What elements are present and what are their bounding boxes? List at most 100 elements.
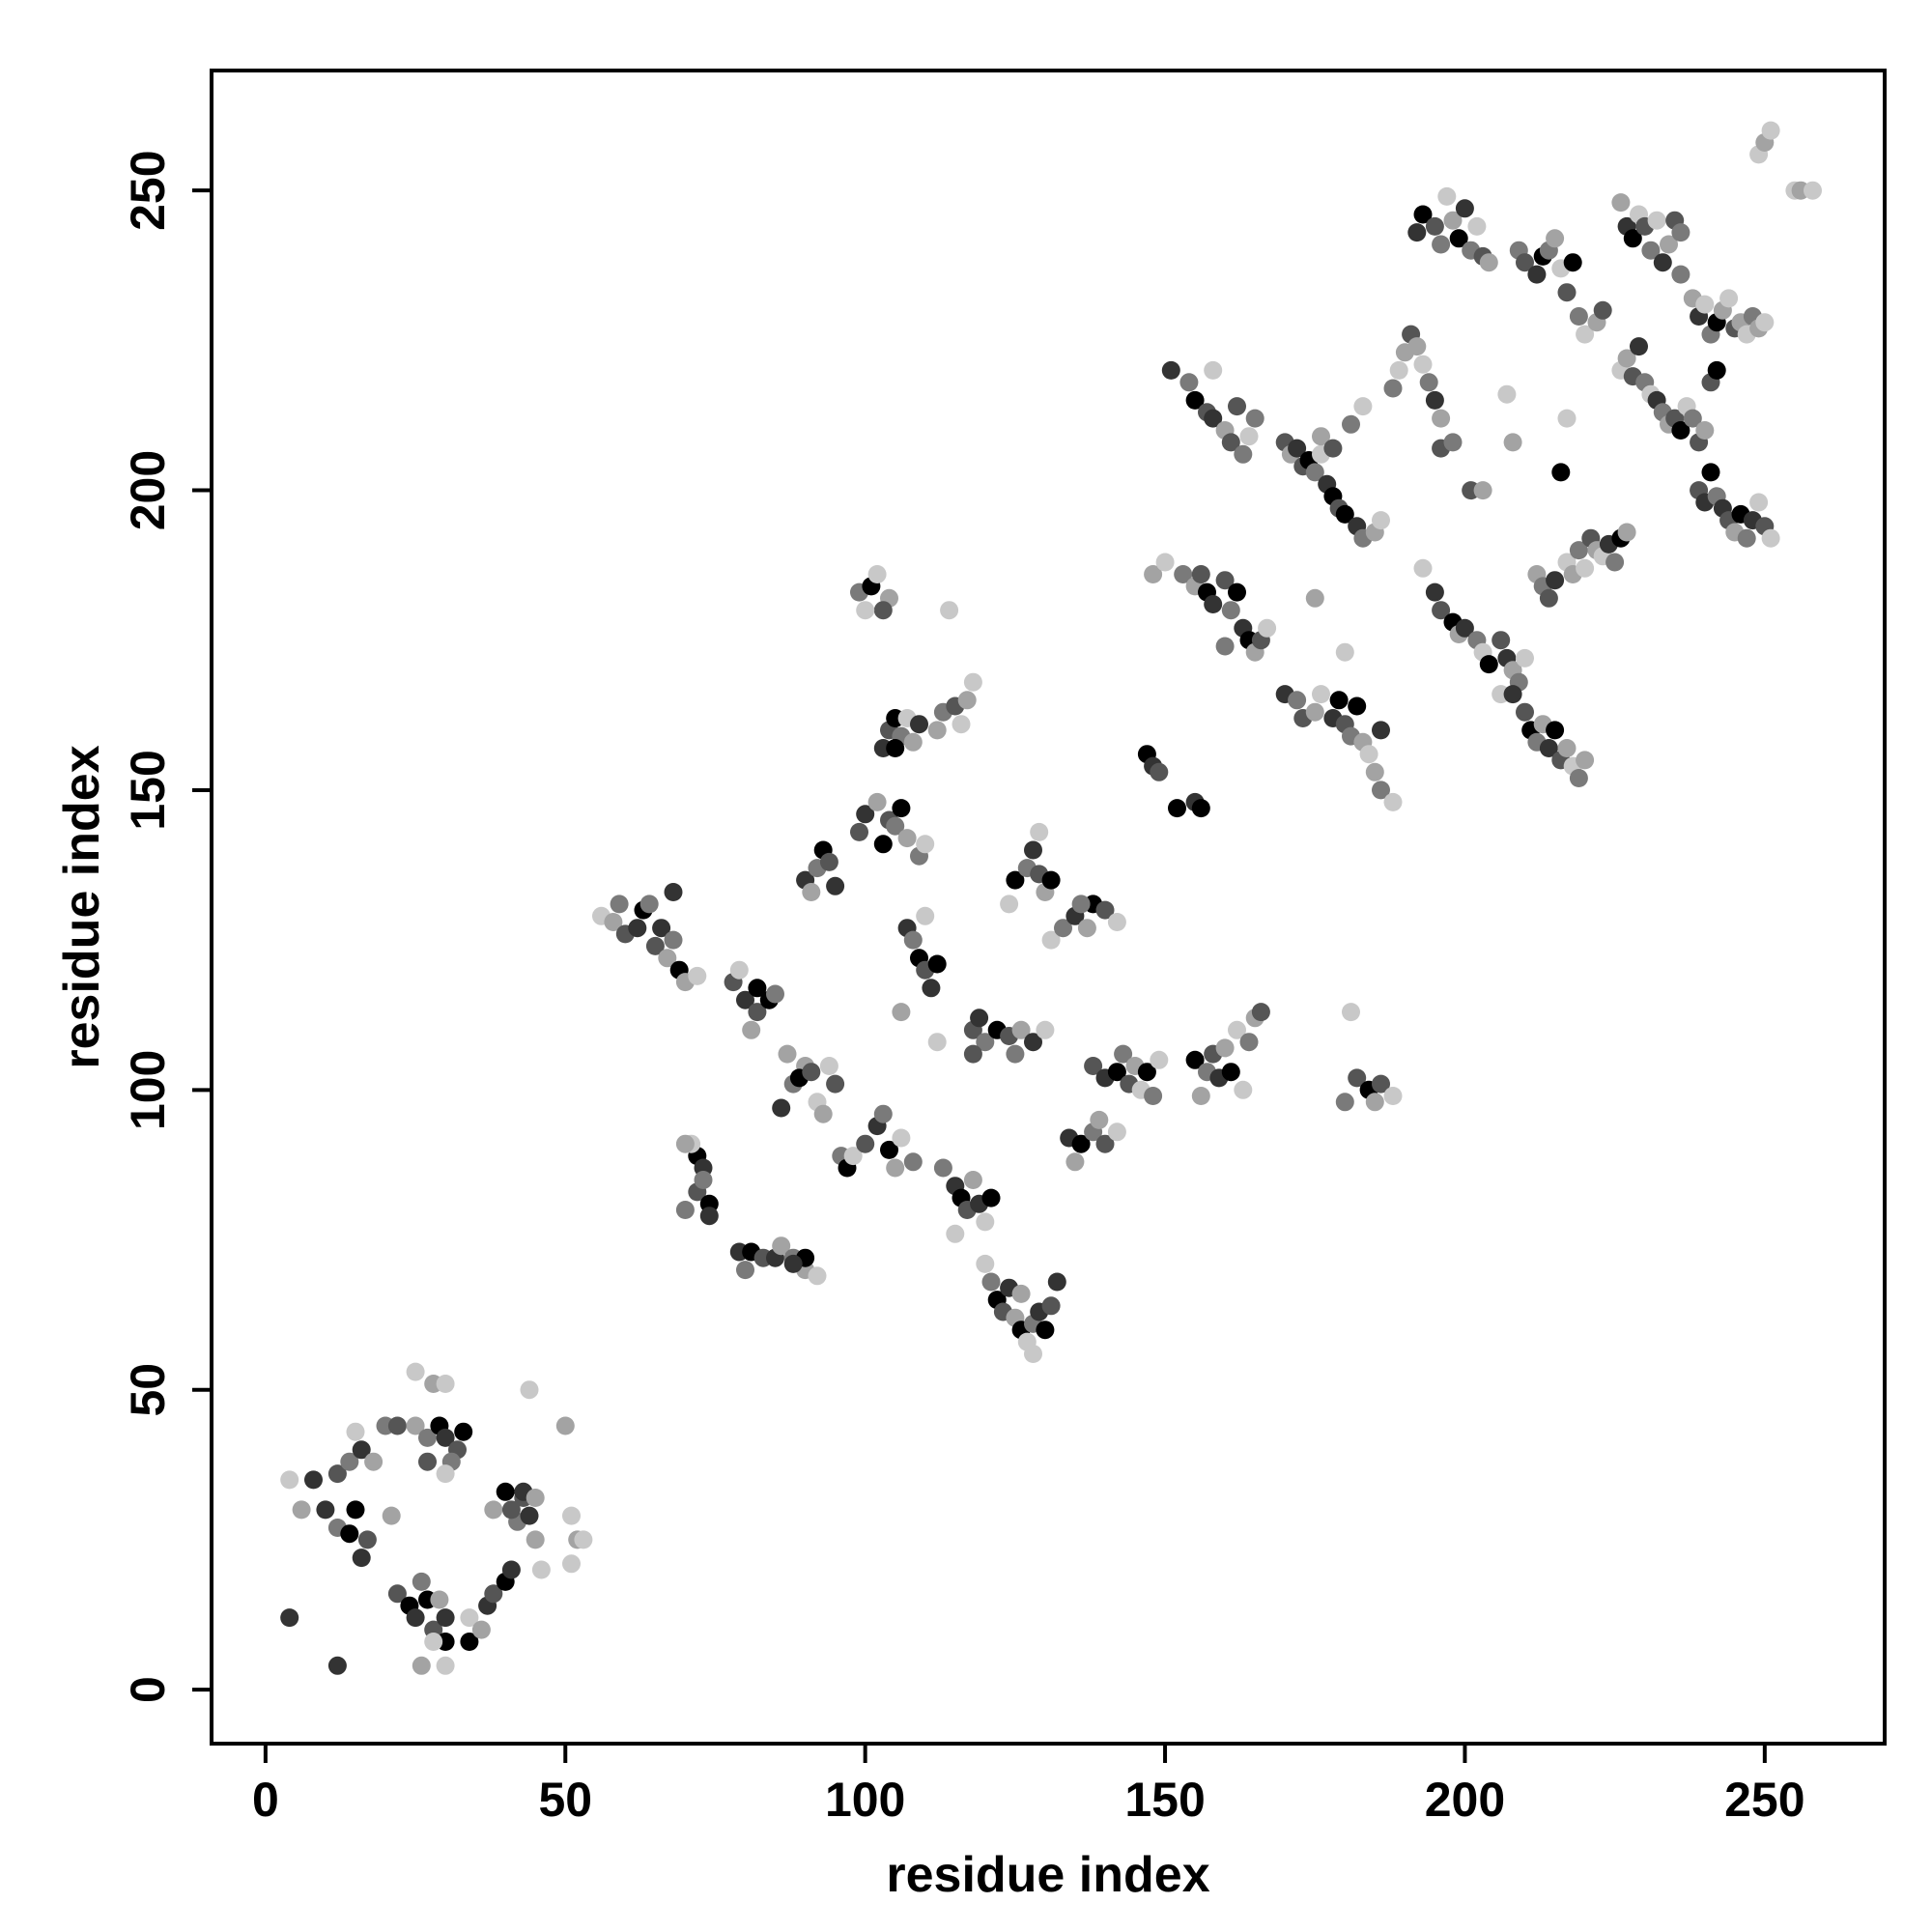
contact-point bbox=[856, 601, 875, 620]
contact-point bbox=[1641, 241, 1661, 260]
contact-point bbox=[1095, 1134, 1115, 1153]
contact-point bbox=[976, 1033, 995, 1052]
contact-point bbox=[1749, 493, 1769, 512]
y-tick-label: 100 bbox=[121, 1050, 175, 1130]
contact-point bbox=[1030, 822, 1049, 841]
contact-point bbox=[610, 895, 629, 914]
contact-point bbox=[880, 1140, 898, 1159]
contact-point bbox=[1455, 199, 1474, 218]
contact-point bbox=[1605, 553, 1625, 572]
contact-point bbox=[1804, 181, 1822, 200]
contact-point bbox=[736, 990, 754, 1009]
contact-point bbox=[1054, 919, 1072, 938]
contact-point bbox=[1383, 379, 1403, 398]
contact-point bbox=[675, 1134, 695, 1153]
points-layer bbox=[280, 121, 1822, 1675]
contact-point bbox=[1443, 433, 1463, 452]
contact-point bbox=[1701, 463, 1720, 482]
contact-point bbox=[1383, 792, 1403, 811]
contact-point bbox=[1437, 186, 1457, 206]
contact-point bbox=[819, 852, 838, 871]
contact-point bbox=[316, 1500, 335, 1520]
contact-point bbox=[327, 1464, 347, 1484]
contact-point bbox=[1288, 691, 1307, 710]
contact-point bbox=[406, 1608, 425, 1628]
contact-point bbox=[1425, 390, 1444, 410]
contact-point bbox=[981, 1188, 1001, 1208]
contact-point bbox=[1557, 283, 1577, 302]
contact-point bbox=[699, 1207, 719, 1226]
contact-point bbox=[1084, 1057, 1103, 1075]
contact-point bbox=[1569, 769, 1588, 787]
contact-point bbox=[327, 1656, 347, 1675]
contact-point bbox=[555, 1416, 575, 1435]
contact-point bbox=[501, 1500, 521, 1520]
contact-point bbox=[1647, 211, 1666, 230]
contact-point bbox=[1546, 721, 1565, 740]
contact-point bbox=[903, 1152, 923, 1172]
contact-point bbox=[1107, 1063, 1126, 1082]
contact-point bbox=[424, 1633, 443, 1651]
contact-point bbox=[1546, 571, 1565, 590]
contact-point bbox=[1569, 541, 1588, 560]
contact-point bbox=[501, 1560, 521, 1579]
contact-point bbox=[1576, 558, 1595, 578]
contact-point bbox=[364, 1452, 384, 1471]
contact-point bbox=[1671, 421, 1690, 440]
contact-point bbox=[1365, 762, 1384, 781]
contact-point bbox=[1407, 337, 1427, 356]
contact-point bbox=[304, 1470, 323, 1490]
contact-point bbox=[406, 1416, 425, 1435]
contact-point bbox=[927, 954, 947, 974]
contact-point bbox=[1432, 235, 1451, 254]
contact-point bbox=[1671, 223, 1690, 242]
contact-point bbox=[1503, 685, 1522, 704]
contact-point bbox=[1365, 1093, 1384, 1112]
contact-point bbox=[783, 1254, 803, 1273]
contact-point bbox=[873, 1104, 893, 1123]
contact-point bbox=[952, 715, 971, 734]
contact-point bbox=[652, 919, 671, 938]
x-tick-label: 150 bbox=[1124, 1773, 1205, 1827]
contact-point bbox=[856, 1134, 875, 1153]
contact-point bbox=[808, 1266, 827, 1286]
contact-point bbox=[1372, 781, 1390, 800]
x-tick-label: 0 bbox=[252, 1773, 279, 1827]
contact-point bbox=[340, 1524, 359, 1544]
contact-point bbox=[1623, 229, 1642, 248]
contact-point bbox=[1372, 721, 1390, 740]
plot-frame bbox=[210, 69, 1887, 1746]
contact-point bbox=[1036, 1020, 1055, 1039]
contact-point bbox=[1611, 193, 1631, 213]
y-tick-label: 150 bbox=[121, 750, 175, 830]
contact-point bbox=[772, 1098, 791, 1118]
contact-point bbox=[574, 1530, 593, 1549]
contact-point bbox=[1251, 1003, 1270, 1022]
contact-point bbox=[1516, 648, 1534, 668]
contact-point bbox=[1011, 1284, 1031, 1303]
contact-point bbox=[1191, 799, 1210, 818]
contact-point bbox=[1006, 870, 1025, 890]
contact-point bbox=[1144, 565, 1163, 583]
contact-point bbox=[1150, 1050, 1169, 1069]
contact-point bbox=[963, 1044, 982, 1064]
contact-point bbox=[1155, 553, 1175, 572]
x-axis-label: residue index bbox=[886, 1847, 1209, 1903]
contact-point bbox=[387, 1584, 407, 1604]
contact-point bbox=[1671, 265, 1690, 284]
contact-point bbox=[903, 930, 923, 950]
contact-point bbox=[639, 895, 659, 914]
contact-point bbox=[436, 1464, 455, 1484]
contact-point bbox=[418, 1452, 437, 1471]
contact-point bbox=[664, 930, 683, 950]
contact-point bbox=[1114, 1044, 1133, 1064]
contact-point bbox=[1557, 409, 1577, 428]
contact-point bbox=[1215, 571, 1235, 590]
contact-point bbox=[963, 672, 982, 692]
contact-point bbox=[1389, 360, 1408, 380]
contact-point bbox=[280, 1608, 299, 1628]
contact-point bbox=[736, 1261, 754, 1280]
contact-point bbox=[892, 1128, 911, 1148]
contact-point bbox=[1449, 229, 1468, 248]
